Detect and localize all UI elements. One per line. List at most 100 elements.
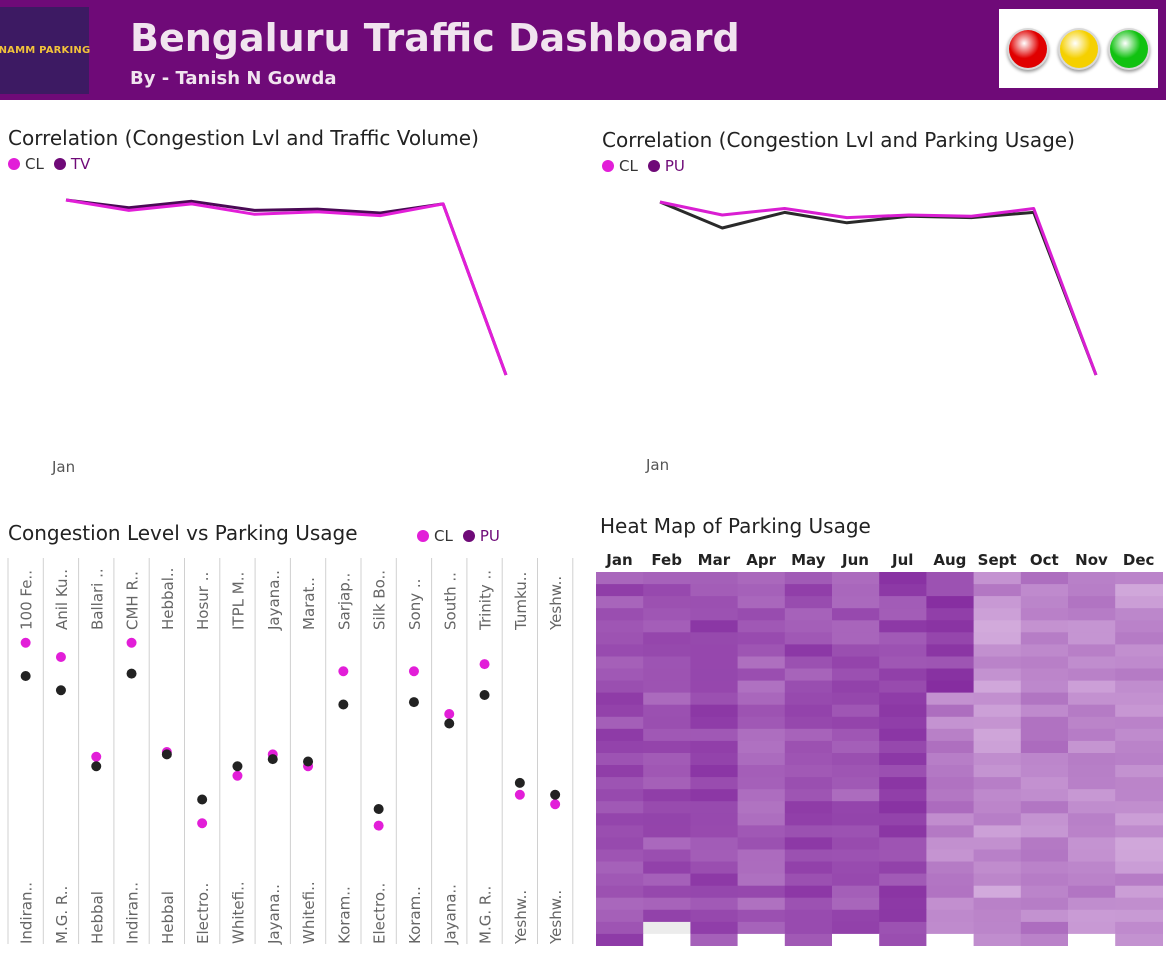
heatmap-cell	[879, 680, 927, 694]
heatmap-cell	[1115, 837, 1163, 851]
heatmap-cell	[973, 644, 1022, 658]
heatmap-cell	[973, 692, 1022, 706]
heatmap-cell	[737, 692, 786, 706]
heatmap-cell	[1115, 656, 1163, 670]
chart3-scatter-plot: 100 Fe.. Indiran.. Anil Ku.. M.G. R.. Ballar…	[7, 558, 574, 945]
scatter-bottom-label: Hebbal	[159, 891, 177, 944]
heatmap-cell	[832, 765, 880, 778]
heatmap-cell	[1068, 692, 1116, 706]
heatmap-cell	[596, 789, 644, 802]
heatmap-cell	[737, 596, 786, 609]
heatmap-cell	[879, 801, 927, 814]
heatmap-cell	[784, 825, 833, 839]
legend-pu-dot	[462, 530, 475, 542]
heatmap-cell	[1115, 897, 1163, 911]
heatmap-cell	[832, 801, 880, 814]
heatmap-cell	[784, 668, 833, 682]
scatter-point-pu	[514, 777, 525, 788]
scatter-bottom-label: M.G. R..	[53, 886, 71, 944]
scatter-bottom-label: Koram..	[406, 886, 424, 944]
heatmap-cell	[643, 825, 691, 839]
heatmap-cell	[784, 608, 833, 621]
scatter-point-pu	[267, 754, 278, 765]
heatmap-cell	[879, 885, 927, 899]
heatmap-cell	[926, 572, 975, 585]
scatter-top-label: ITPL M..	[229, 572, 247, 630]
heatmap-cell	[832, 861, 880, 875]
heatmap-cell	[926, 789, 975, 802]
heatmap-grid	[596, 572, 1163, 946]
heatmap-cell	[1115, 765, 1163, 778]
heatmap-cell	[690, 716, 739, 730]
heatmap-cell	[690, 837, 739, 851]
heatmap-cell	[784, 644, 833, 658]
heatmap-cell	[596, 825, 644, 839]
heatmap-cell	[832, 849, 880, 863]
heatmap-cell	[879, 596, 927, 609]
heatmap-cell	[784, 596, 833, 609]
heatmap-cell	[973, 897, 1022, 911]
red-light-icon	[1009, 30, 1047, 68]
heatmap-cell	[643, 777, 691, 790]
heatmap-cell	[926, 837, 975, 851]
scatter-point-cl	[373, 820, 384, 831]
heatmap-cell	[596, 728, 644, 742]
heatmap-cell	[832, 813, 880, 826]
heatmap-cell	[1068, 644, 1116, 658]
heatmap-cell	[879, 861, 927, 875]
heatmap-cell	[926, 620, 975, 633]
heatmap-cell	[643, 728, 691, 742]
heatmap-cell	[737, 801, 786, 814]
heatmap-cell	[1115, 716, 1163, 730]
heatmap-cell	[690, 656, 739, 670]
heatmap-cell	[596, 680, 644, 694]
heatmap-cell	[1115, 572, 1163, 585]
heatmap-cell	[737, 608, 786, 621]
heatmap-cell	[596, 909, 644, 923]
heatmap-cell	[643, 789, 691, 802]
heatmap-cell	[879, 765, 927, 778]
heatmap-cell	[737, 765, 786, 778]
heatmap-cell	[1020, 692, 1069, 706]
legend-cl-dot	[602, 160, 614, 172]
scatter-top-label: Sarjap..	[335, 573, 353, 630]
heatmap-cell	[1068, 728, 1116, 742]
heatmap-cell	[737, 668, 786, 682]
legend-cl-dot	[8, 158, 20, 170]
heatmap-cell	[690, 572, 739, 585]
heatmap-cell	[596, 584, 644, 597]
heatmap-cell	[737, 837, 786, 851]
heatmap-month-label: Feb	[651, 551, 682, 569]
heatmap-cell	[643, 765, 691, 778]
heatmap-cell	[643, 909, 691, 923]
heatmap-cell	[643, 704, 691, 718]
heatmap-cell	[832, 704, 880, 718]
heatmap-cell	[1020, 740, 1069, 754]
heatmap-cell	[737, 680, 786, 694]
heatmap-cell	[1068, 656, 1116, 670]
heatmap-cell	[832, 933, 880, 946]
heatmap-cell	[690, 584, 739, 597]
scatter-top-label: Jayana..	[265, 570, 283, 631]
heatmap-cell	[643, 873, 691, 887]
heatmap-cell	[926, 909, 975, 923]
heatmap-cell	[832, 873, 880, 887]
heatmap-cell	[973, 656, 1022, 670]
heatmap-cell	[596, 596, 644, 609]
heatmap-cell	[1068, 837, 1116, 851]
heatmap-cell	[973, 909, 1022, 923]
heatmap-cell	[1020, 801, 1069, 814]
scatter-point-pu	[55, 685, 66, 696]
heatmap-cell	[596, 692, 644, 706]
heatmap-cell	[596, 608, 644, 621]
heatmap-cell	[643, 608, 691, 621]
heatmap-cell	[737, 716, 786, 730]
scatter-top-label: Tumku..	[512, 572, 530, 631]
heatmap-month-label: Apr	[746, 551, 776, 569]
scatter-point-cl	[514, 789, 525, 800]
heatmap-cell	[973, 620, 1022, 633]
scatter-point-pu	[197, 794, 208, 805]
heatmap-cell	[832, 740, 880, 754]
heatmap-cell	[596, 801, 644, 814]
heatmap-cell	[1115, 789, 1163, 802]
